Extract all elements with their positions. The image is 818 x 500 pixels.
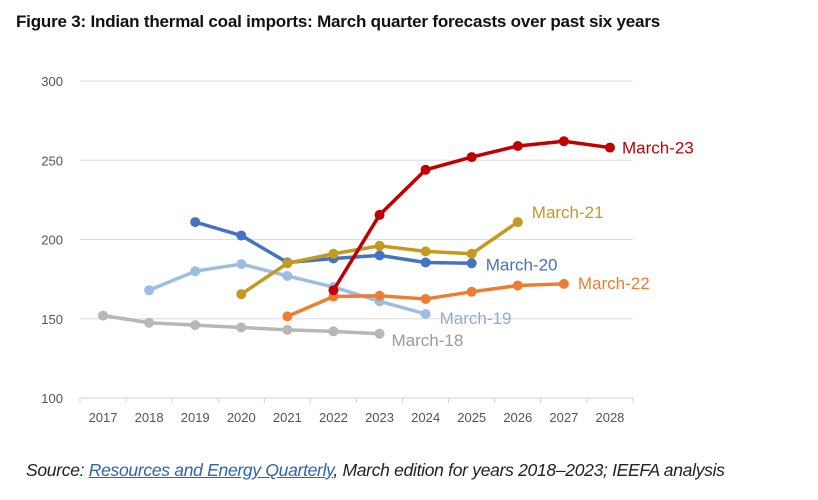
- x-axis: 2017 2018 2019 2020 2021 2022 2023 2024 2025 2026…: [79, 397, 634, 425]
- data-point: [282, 270, 293, 281]
- data-point: [420, 164, 431, 175]
- x-tick-label: 2022: [319, 410, 348, 425]
- data-point: [604, 142, 615, 153]
- data-point: [466, 152, 477, 163]
- x-tick-label: 2026: [503, 410, 532, 425]
- data-point: [190, 217, 201, 228]
- x-tick-label: 2017: [89, 410, 118, 425]
- data-point: [420, 293, 431, 304]
- data-point: [236, 289, 247, 300]
- x-tick-label: 2020: [227, 410, 256, 425]
- source-link[interactable]: Resources and Energy Quarterly: [88, 460, 334, 480]
- chart-title: Figure 3: Indian thermal coal imports: M…: [16, 12, 660, 31]
- series-lines: [98, 136, 615, 339]
- x-tick-label: 2019: [181, 410, 210, 425]
- data-point: [282, 311, 293, 322]
- data-point: [374, 209, 385, 220]
- y-tick-label: 300: [41, 74, 63, 89]
- data-point: [374, 250, 385, 261]
- data-point: [328, 248, 339, 259]
- series-march-21: [236, 217, 523, 300]
- x-tick-label: 2027: [549, 410, 578, 425]
- data-point: [512, 140, 523, 151]
- data-point: [374, 328, 385, 339]
- y-tick-label: 100: [41, 391, 63, 406]
- series-label: March-23: [622, 139, 694, 158]
- y-tick-label: 200: [41, 233, 63, 248]
- data-point: [512, 280, 523, 291]
- data-point: [558, 278, 569, 289]
- series-label: March-20: [486, 255, 558, 274]
- series-march-20: [190, 217, 477, 269]
- data-point: [236, 322, 247, 333]
- data-point: [190, 266, 201, 277]
- data-point: [144, 285, 155, 296]
- data-point: [144, 317, 155, 328]
- source-prefix: Source:: [26, 460, 89, 480]
- series-march-23: [328, 136, 615, 296]
- x-tick-label: 2025: [457, 410, 486, 425]
- data-point: [282, 324, 293, 335]
- data-point: [466, 286, 477, 297]
- data-point: [236, 230, 247, 241]
- y-axis-ticks: 100 150 200 250 300: [41, 74, 63, 406]
- series-label: March-21: [532, 203, 604, 222]
- x-tick-label: 2023: [365, 410, 394, 425]
- x-tick-label: 2018: [135, 410, 164, 425]
- data-point: [558, 136, 569, 147]
- data-point: [236, 259, 247, 270]
- series-march-22: [282, 278, 569, 322]
- data-point: [328, 285, 339, 296]
- y-tick-label: 150: [41, 312, 63, 327]
- series-label: March-19: [440, 309, 512, 328]
- source-note: Source: Resources and Energy Quarterly, …: [26, 460, 725, 481]
- data-point: [420, 257, 431, 268]
- x-tick-label: 2021: [273, 410, 302, 425]
- source-suffix: , March edition for years 2018–2023; IEE…: [333, 460, 725, 480]
- series-label: March-22: [578, 274, 650, 293]
- x-tick-label: 2024: [411, 410, 440, 425]
- data-point: [282, 258, 293, 269]
- data-point: [190, 320, 201, 331]
- series-labels: March-18 March-19 March-20 March-21 March-22…: [392, 139, 694, 350]
- y-tick-label: 250: [41, 153, 63, 168]
- series-march-18: [98, 310, 385, 339]
- data-point: [420, 246, 431, 257]
- data-point: [420, 308, 431, 319]
- series-label: March-18: [392, 331, 464, 350]
- data-point: [512, 217, 523, 228]
- data-point: [466, 258, 477, 269]
- data-point: [98, 310, 109, 321]
- gridlines: [80, 80, 633, 320]
- data-point: [328, 326, 339, 337]
- data-point: [374, 240, 385, 251]
- data-point: [374, 290, 385, 301]
- data-point: [466, 248, 477, 259]
- x-tick-label: 2028: [595, 410, 624, 425]
